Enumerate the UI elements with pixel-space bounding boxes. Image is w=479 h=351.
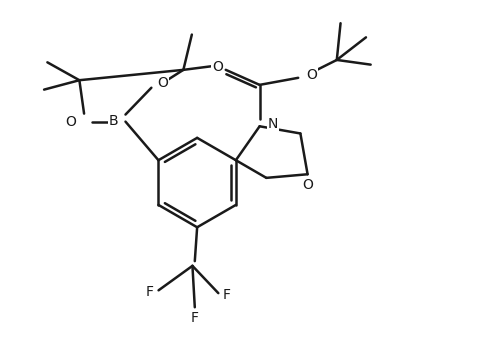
Text: B: B [109,114,118,128]
Text: F: F [191,311,199,325]
Text: O: O [212,60,223,74]
Text: O: O [306,68,317,82]
Text: O: O [65,115,76,128]
Text: O: O [302,178,313,192]
Text: N: N [268,117,278,131]
Text: F: F [223,288,231,302]
Text: O: O [157,76,168,90]
Text: F: F [146,285,154,299]
